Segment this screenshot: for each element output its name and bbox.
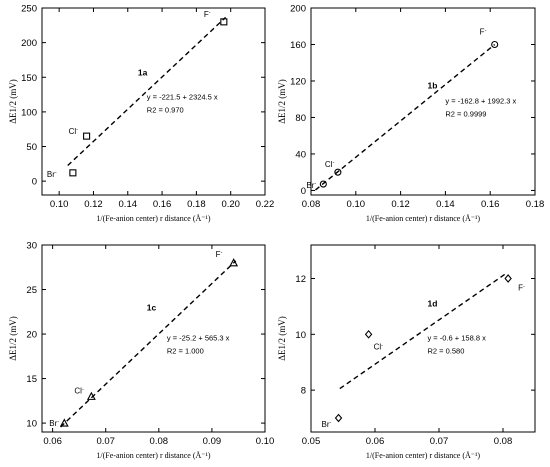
data-point bbox=[59, 418, 69, 427]
x-tick-label: 0.08 bbox=[494, 436, 513, 447]
y-tick-label: 120 bbox=[290, 76, 306, 87]
data-point bbox=[69, 169, 77, 177]
y-tick-label: 200 bbox=[21, 38, 37, 49]
x-tick-label: 0.14 bbox=[436, 199, 455, 210]
y-tick-label: 80 bbox=[295, 113, 306, 124]
ion-label: Br- bbox=[306, 181, 316, 190]
x-tick-label: 0.08 bbox=[150, 436, 169, 447]
data-point bbox=[504, 274, 512, 283]
data-point bbox=[319, 180, 327, 188]
x-tick-label: 0.20 bbox=[221, 199, 240, 210]
fit-equation: y = -162.8 + 1992.3 x bbox=[445, 96, 516, 105]
y-axis-label: ΔE1/2 (mV) bbox=[277, 316, 287, 361]
data-point bbox=[334, 168, 342, 176]
y-tick-label: 30 bbox=[26, 241, 37, 252]
x-tick-label: 0.18 bbox=[187, 199, 206, 210]
ion-label: Br- bbox=[49, 419, 59, 428]
chart-panel-1a: 0.10 0.12 0.14 0.16 0.18 0.20 0.22 0 50 100 150 200… bbox=[8, 4, 274, 224]
fit-equation: y = -0.6 + 158.8 x bbox=[427, 333, 486, 342]
ion-label: F- bbox=[204, 10, 211, 19]
chart-panel-1c: 0.06 0.07 0.08 0.09 0.10 10 15 20 25 30 1/(Fe-anio… bbox=[8, 241, 274, 461]
panel-label: 1c bbox=[147, 302, 157, 312]
fit-line bbox=[315, 43, 496, 191]
x-tick-label: 0.16 bbox=[153, 199, 172, 210]
y-axis-label: ΔE1/2 (mV) bbox=[277, 79, 287, 124]
panel-label: 1d bbox=[427, 299, 437, 309]
x-tick-label: 0.10 bbox=[50, 199, 69, 210]
fit-r-squared: R2 = 0.9999 bbox=[445, 109, 486, 118]
data-point bbox=[364, 329, 373, 339]
y-tick-label: 0 bbox=[32, 177, 37, 188]
fit-equation: y = -221.5 + 2324.5 x bbox=[147, 93, 218, 102]
chart-panel-1d: 0.05 0.06 0.07 0.08 8 10 12 1/(Fe-anion center)… bbox=[277, 244, 536, 460]
fit-line bbox=[60, 260, 237, 428]
fit-equation: y = -25.2 + 565.3 x bbox=[167, 333, 230, 342]
x-tick-label: 0.09 bbox=[203, 436, 222, 447]
x-tick-label: 0.06 bbox=[43, 436, 62, 447]
ion-label: Cl- bbox=[374, 342, 384, 351]
fit-r-squared: R2 = 0.970 bbox=[147, 106, 184, 115]
y-tick-label: 15 bbox=[26, 374, 37, 385]
ion-label: Br- bbox=[47, 170, 57, 179]
y-tick-label: 10 bbox=[26, 419, 37, 430]
x-axis-label: 1/(Fe-anion center) r distance (Å⁻¹) bbox=[366, 214, 480, 223]
data-point bbox=[86, 391, 96, 400]
x-axis-label: 1/(Fe-anion center) r distance (Å⁻¹) bbox=[366, 451, 480, 460]
y-tick-label: 100 bbox=[21, 107, 37, 118]
x-tick-label: 0.22 bbox=[256, 199, 275, 210]
fit-r-squared: R2 = 0.580 bbox=[427, 346, 464, 355]
x-axis-label: 1/(Fe-anion center) r distance (Å⁻¹) bbox=[96, 214, 210, 223]
x-tick-label: 0.07 bbox=[96, 436, 115, 447]
x-tick-label: 0.06 bbox=[366, 436, 385, 447]
panel-label: 1b bbox=[427, 80, 437, 90]
data-point bbox=[83, 132, 91, 140]
x-tick-label: 0.10 bbox=[256, 436, 275, 447]
y-tick-label: 40 bbox=[295, 149, 306, 160]
y-axis-label: ΔE1/2 (mV) bbox=[8, 79, 18, 124]
chart-panel-1b: 0.08 0.10 0.12 0.14 0.16 0.18 0 40 80 120 160 200 1/… bbox=[277, 4, 544, 224]
y-tick-label: 8 bbox=[301, 386, 306, 397]
y-tick-label: 50 bbox=[26, 142, 37, 153]
ion-label: Cl- bbox=[325, 160, 335, 169]
y-tick-label: 200 bbox=[290, 4, 306, 15]
fit-line bbox=[67, 16, 227, 167]
data-point bbox=[491, 40, 499, 49]
data-point bbox=[220, 18, 228, 26]
plot-frame bbox=[310, 244, 536, 433]
x-tick-label: 0.07 bbox=[430, 436, 449, 447]
x-tick-label: 0.08 bbox=[302, 199, 321, 210]
y-tick-label: 0 bbox=[301, 186, 306, 197]
x-tick-label: 0.12 bbox=[391, 199, 410, 210]
ion-label: Cl- bbox=[74, 386, 84, 395]
x-tick-label: 0.05 bbox=[302, 436, 321, 447]
y-tick-label: 10 bbox=[295, 330, 306, 341]
x-tick-label: 0.14 bbox=[119, 199, 138, 210]
fit-line bbox=[339, 272, 507, 390]
x-tick-label: 0.16 bbox=[481, 199, 500, 210]
fit-r-squared: R2 = 1.000 bbox=[167, 346, 204, 355]
ion-label: F- bbox=[216, 250, 223, 259]
data-point bbox=[334, 413, 343, 423]
y-tick-label: 150 bbox=[21, 73, 37, 84]
plot-frame bbox=[41, 7, 266, 196]
x-tick-label: 0.18 bbox=[526, 199, 545, 210]
ion-label: F- bbox=[518, 283, 525, 292]
plot-frame bbox=[41, 244, 266, 433]
y-tick-label: 12 bbox=[295, 274, 306, 285]
ion-label: Cl- bbox=[69, 127, 79, 136]
panel-label: 1a bbox=[138, 67, 148, 77]
y-tick-label: 20 bbox=[26, 330, 37, 341]
y-axis-label: ΔE1/2 (mV) bbox=[8, 316, 18, 361]
ion-label: Br- bbox=[322, 420, 332, 429]
data-point bbox=[229, 258, 239, 267]
y-tick-label: 25 bbox=[26, 285, 37, 296]
y-tick-label: 250 bbox=[21, 4, 37, 15]
plot-frame bbox=[310, 7, 536, 196]
x-tick-label: 0.12 bbox=[84, 199, 103, 210]
y-tick-label: 160 bbox=[290, 40, 306, 51]
ion-label: F- bbox=[480, 27, 487, 36]
x-tick-label: 0.10 bbox=[347, 199, 366, 210]
x-axis-label: 1/(Fe-anion center) r distance (Å⁻¹) bbox=[96, 451, 210, 460]
